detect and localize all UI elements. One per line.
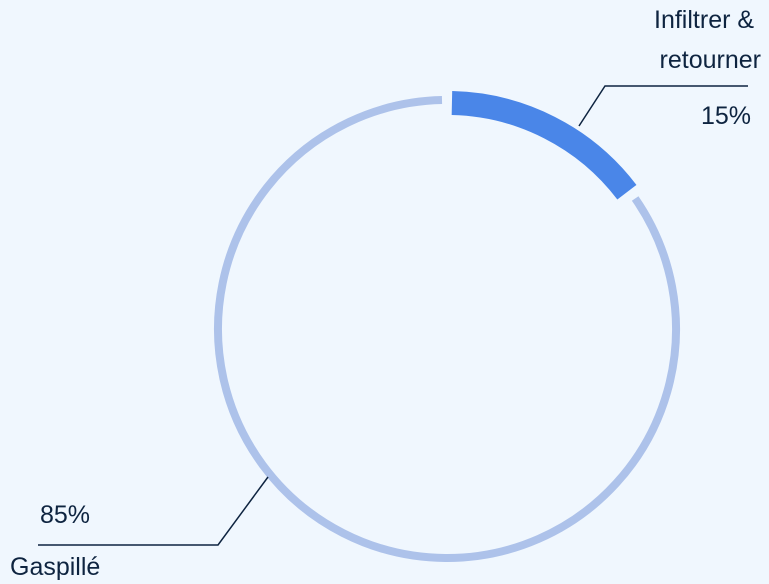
slice-value-infiltrer: 15% <box>701 102 751 130</box>
slice-value-gaspille: 85% <box>40 501 90 529</box>
slice-label-infiltrer: Infiltrer & retourner <box>654 6 761 74</box>
slice-label-infiltrer-line-2: retourner <box>660 46 761 74</box>
donut-slice-0 <box>451 91 637 200</box>
leader-line-infiltrer <box>578 85 748 127</box>
slice-label-infiltrer-line-1: Infiltrer & <box>654 6 754 34</box>
donut-slices <box>214 91 680 562</box>
slice-label-gaspille: Gaspillé <box>10 553 100 581</box>
leader-line-gaspille <box>38 476 269 546</box>
donut-slice-1 <box>214 96 680 562</box>
